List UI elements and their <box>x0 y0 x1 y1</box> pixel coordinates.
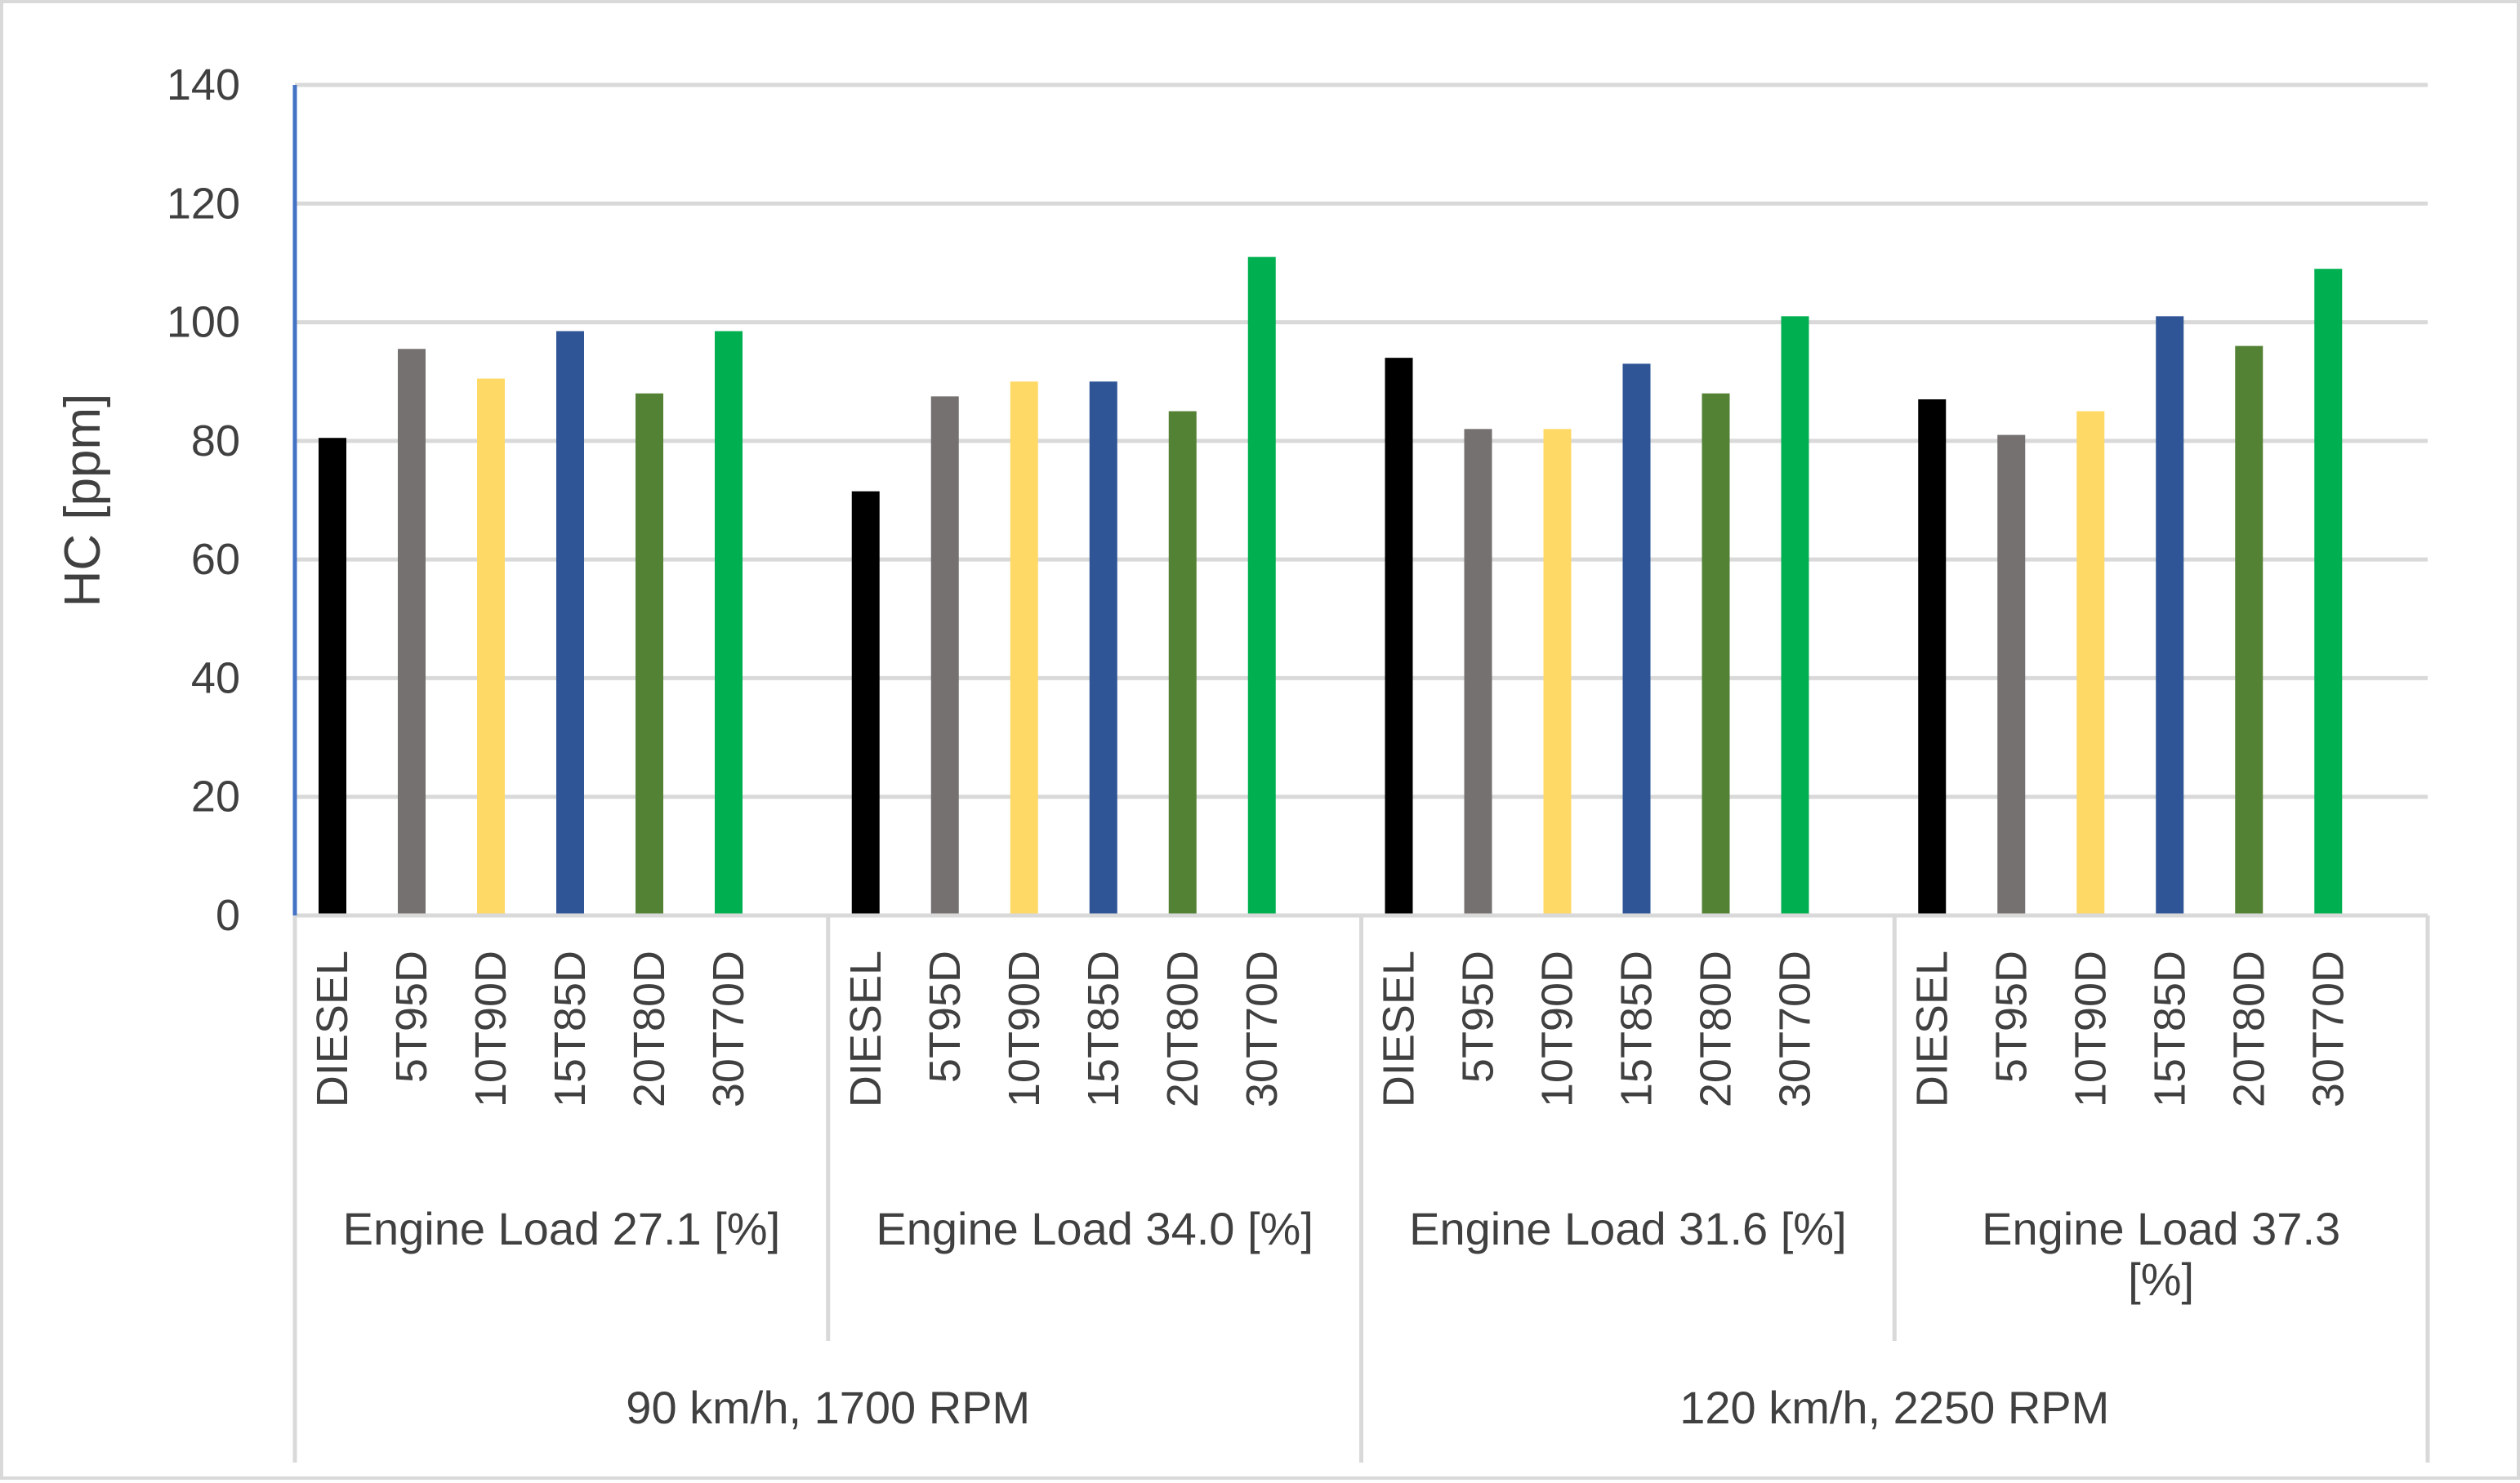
category-tick-label: 10T90D <box>466 951 515 1107</box>
category-tick-label: 15T85D <box>1612 951 1661 1107</box>
category-tick-label: 20T80D <box>1158 951 1207 1107</box>
y-tick-label: 120 <box>167 179 240 228</box>
category-tick-label: 15T85D <box>2145 951 2194 1107</box>
category-tick-label: 20T80D <box>625 951 674 1107</box>
super-group-label: 90 km/h, 1700 RPM <box>626 1382 1030 1433</box>
bar[interactable] <box>2076 411 2105 915</box>
bar[interactable] <box>1385 358 1413 916</box>
bar[interactable] <box>930 396 959 915</box>
group-label: [%] <box>2128 1254 2194 1305</box>
bar[interactable] <box>851 491 880 915</box>
category-tick-label: 30T70D <box>1238 951 1287 1107</box>
bar[interactable] <box>319 438 346 915</box>
group-label: Engine Load 37.3 <box>1982 1203 2340 1254</box>
category-tick-label: DIESEL <box>1375 951 1424 1107</box>
y-tick-label: 40 <box>191 653 240 702</box>
category-tick-label: 30T70D <box>2304 951 2353 1107</box>
category-tick-label: 5T95D <box>1987 951 2036 1083</box>
y-tick-label: 80 <box>191 416 240 465</box>
category-tick-label: 5T95D <box>921 951 970 1083</box>
bar[interactable] <box>398 349 426 915</box>
bar[interactable] <box>1168 411 1197 915</box>
category-tick-label: 10T90D <box>2066 951 2115 1107</box>
bar[interactable] <box>1247 256 1276 915</box>
hc-bar-chart: 0 20 40 60 80 100 120 140 HC [ppm] DIESEL 5T95D 10T… <box>55 60 2430 1463</box>
y-tick-label: 140 <box>167 60 240 109</box>
category-tick-label: DIESEL <box>308 951 357 1107</box>
bar[interactable] <box>1089 381 1117 915</box>
group-label: Engine Load 31.6 [%] <box>1409 1203 1847 1254</box>
bar[interactable] <box>1781 316 1809 915</box>
bar[interactable] <box>477 378 505 915</box>
category-tick-label: DIESEL <box>841 951 890 1107</box>
category-tick-label: 5T95D <box>1454 951 1503 1083</box>
y-axis-title: HC [ppm] <box>55 394 111 608</box>
bar[interactable] <box>1702 393 1730 915</box>
super-group-label: 120 km/h, 2250 RPM <box>1679 1382 2109 1433</box>
category-tick-label: DIESEL <box>1907 951 1956 1107</box>
category-tick-label: 10T90D <box>1000 951 1049 1107</box>
bar[interactable] <box>1543 429 1572 915</box>
category-tick-label: 20T80D <box>1692 951 1741 1107</box>
bar[interactable] <box>1918 399 1947 915</box>
category-tick-label: 30T70D <box>704 951 753 1107</box>
bar[interactable] <box>2235 345 2264 916</box>
bar[interactable] <box>2314 269 2343 915</box>
group-label: Engine Load 27.1 [%] <box>343 1203 781 1254</box>
category-tick-label: 30T70D <box>1771 951 1820 1107</box>
y-tick-label: 0 <box>216 891 240 940</box>
category-tick-label: 15T85D <box>1079 951 1128 1107</box>
y-tick-label: 100 <box>167 298 240 347</box>
y-tick-label: 60 <box>191 535 240 584</box>
bar[interactable] <box>636 393 663 915</box>
y-tick-label: 20 <box>191 773 240 822</box>
bar[interactable] <box>2156 316 2184 915</box>
category-tick-label: 5T95D <box>387 951 436 1083</box>
bar[interactable] <box>1010 381 1038 915</box>
bar[interactable] <box>1622 363 1651 916</box>
category-tick-label: 20T80D <box>2224 951 2273 1107</box>
bar[interactable] <box>1464 429 1492 915</box>
group-label: Engine Load 34.0 [%] <box>876 1203 1314 1254</box>
bar[interactable] <box>715 331 743 915</box>
category-tick-label: 15T85D <box>546 951 595 1107</box>
bar[interactable] <box>1997 434 2026 915</box>
bar[interactable] <box>556 331 584 915</box>
category-tick-label: 10T90D <box>1533 951 1582 1107</box>
